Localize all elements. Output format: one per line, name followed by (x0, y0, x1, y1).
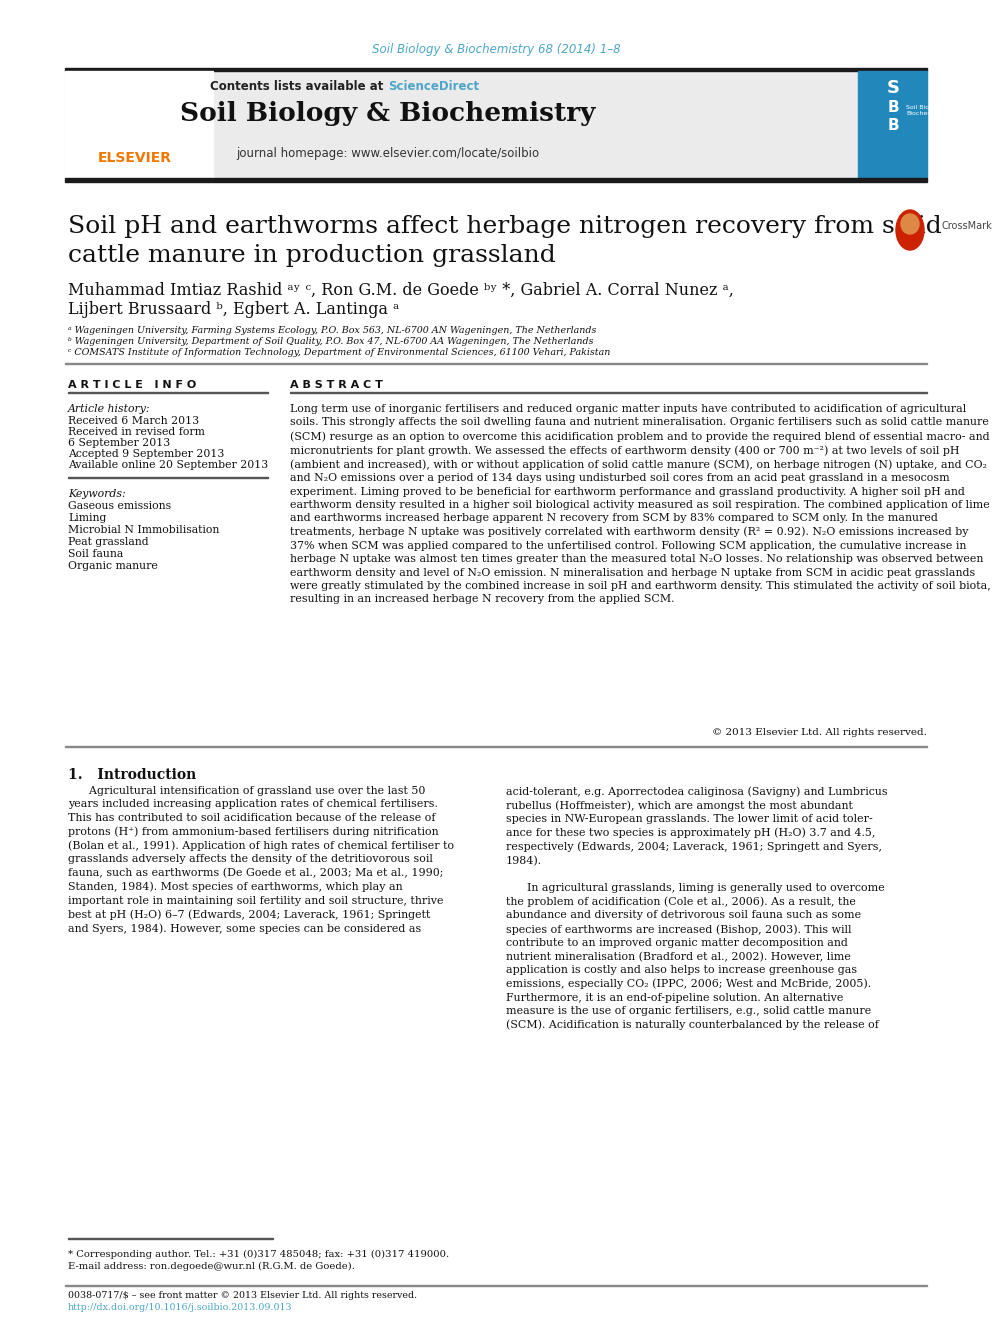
Bar (65, 71, 213, 179)
Text: Soil Biology & Biochemistry 68 (2014) 1–8: Soil Biology & Biochemistry 68 (2014) 1–… (372, 44, 620, 57)
Text: ScienceDirect: ScienceDirect (388, 79, 479, 93)
Text: * Corresponding author. Tel.: +31 (0)317 485048; fax: +31 (0)317 419000.: * Corresponding author. Tel.: +31 (0)317… (68, 1250, 449, 1259)
Text: Soil fauna: Soil fauna (68, 549, 123, 560)
Text: journal homepage: www.elsevier.com/locate/soilbio: journal homepage: www.elsevier.com/locat… (236, 147, 540, 160)
Text: Muhammad Imtiaz Rashid ᵃʸ ᶜ, Ron G.M. de Goede ᵇʸ *, Gabriel A. Corral Nunez ᵃ,: Muhammad Imtiaz Rashid ᵃʸ ᶜ, Ron G.M. de… (68, 282, 734, 299)
Text: Received 6 March 2013: Received 6 March 2013 (68, 415, 199, 426)
Text: acid-tolerant, e.g. Aporrectodea caliginosa (Savigny) and Lumbricus
rubellus (Ho: acid-tolerant, e.g. Aporrectodea caligin… (506, 786, 888, 1031)
Text: B: B (887, 119, 899, 134)
Text: Organic manure: Organic manure (68, 561, 158, 572)
Text: Long term use of inorganic fertilisers and reduced organic matter inputs have co: Long term use of inorganic fertilisers a… (290, 404, 991, 605)
Text: © 2013 Elsevier Ltd. All rights reserved.: © 2013 Elsevier Ltd. All rights reserved… (712, 728, 927, 737)
Bar (65, 179, 927, 183)
Text: ᶜ COMSATS Institute of Information Technology, Department of Environmental Scien: ᶜ COMSATS Institute of Information Techn… (68, 348, 610, 357)
Text: A B S T R A C T: A B S T R A C T (290, 380, 383, 390)
Ellipse shape (896, 210, 924, 250)
Text: Contents lists available at: Contents lists available at (210, 79, 388, 93)
Text: Soil Biology &: Soil Biology & (906, 105, 949, 110)
Text: Gaseous emissions: Gaseous emissions (68, 501, 172, 511)
Text: A R T I C L E   I N F O: A R T I C L E I N F O (68, 380, 196, 390)
Text: Accepted 9 September 2013: Accepted 9 September 2013 (68, 448, 224, 459)
Text: http://dx.doi.org/10.1016/j.soilbio.2013.09.013: http://dx.doi.org/10.1016/j.soilbio.2013… (68, 1303, 293, 1312)
Text: ᵃ Wageningen University, Farming Systems Ecology, P.O. Box 563, NL-6700 AN Wagen: ᵃ Wageningen University, Farming Systems… (68, 325, 596, 335)
Text: ELSEVIER: ELSEVIER (98, 151, 172, 165)
Text: Lijbert Brussaard ᵇ, Egbert A. Lantinga ᵃ: Lijbert Brussaard ᵇ, Egbert A. Lantinga … (68, 302, 399, 318)
Ellipse shape (901, 214, 919, 234)
Text: B: B (887, 99, 899, 115)
Text: Received in revised form: Received in revised form (68, 427, 205, 437)
Text: Agricultural intensification of grassland use over the last 50
years included in: Agricultural intensification of grasslan… (68, 786, 454, 934)
Text: ᵇ Wageningen University, Department of Soil Quality, P.O. Box 47, NL-6700 AA Wag: ᵇ Wageningen University, Department of S… (68, 337, 593, 347)
Text: Available online 20 September 2013: Available online 20 September 2013 (68, 460, 268, 470)
Text: 1.   Introduction: 1. Introduction (68, 767, 196, 782)
Text: 6 September 2013: 6 September 2013 (68, 438, 171, 448)
Text: 0038-0717/$ – see front matter © 2013 Elsevier Ltd. All rights reserved.: 0038-0717/$ – see front matter © 2013 El… (68, 1291, 417, 1301)
Text: CrossMark: CrossMark (942, 221, 992, 232)
Text: Soil pH and earthworms affect herbage nitrogen recovery from solid
cattle manure: Soil pH and earthworms affect herbage ni… (68, 216, 941, 267)
Bar (65, 71, 927, 179)
Text: Keywords:: Keywords: (68, 490, 126, 499)
Text: Liming: Liming (68, 513, 106, 523)
Text: Microbial N Immobilisation: Microbial N Immobilisation (68, 525, 219, 534)
Text: Peat grassland: Peat grassland (68, 537, 149, 546)
Text: S: S (887, 79, 900, 97)
Bar (65, 67, 927, 71)
Text: E-mail address: ron.degoede@wur.nl (R.G.M. de Goede).: E-mail address: ron.degoede@wur.nl (R.G.… (68, 1262, 355, 1271)
Text: Soil Biology & Biochemistry: Soil Biology & Biochemistry (181, 101, 595, 126)
Text: Article history:: Article history: (68, 404, 151, 414)
Bar (858, 71, 927, 179)
Text: Biochemistry: Biochemistry (906, 111, 947, 116)
